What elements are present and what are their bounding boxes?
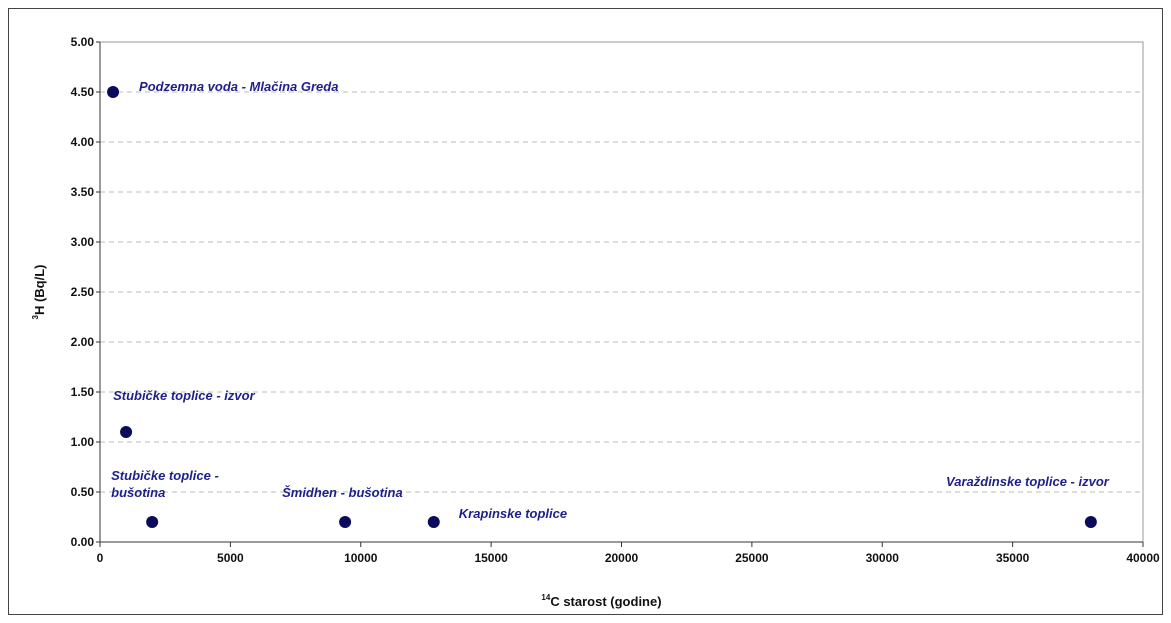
point-label-line: Šmidhen - bušotina bbox=[282, 485, 403, 500]
point-label-line: bušotina bbox=[111, 485, 165, 500]
axes bbox=[96, 41, 1144, 547]
x-axis-label-text: C starost (godine) bbox=[550, 594, 661, 609]
point-label-line: Podzemna voda - Mlačina Greda bbox=[139, 79, 338, 94]
point-label: Varaždinske toplice - izvor bbox=[946, 474, 1110, 489]
x-axis-label: 14C starost (godine) bbox=[541, 593, 661, 609]
point-label: Podzemna voda - Mlačina Greda bbox=[139, 79, 338, 94]
data-points bbox=[107, 86, 1097, 528]
data-point bbox=[120, 426, 133, 438]
point-label: Stubičke toplice - bušotina bbox=[111, 468, 219, 500]
y-tick-label: 0.50 bbox=[71, 485, 95, 499]
point-labels: Podzemna voda - Mlačina Greda Stubičke to… bbox=[111, 79, 1110, 521]
x-axis-label-superscript: 14 bbox=[541, 593, 550, 602]
point-label-line: Stubičke toplice - bbox=[111, 468, 219, 483]
x-tick-label: 40000 bbox=[1126, 551, 1160, 565]
data-point bbox=[107, 86, 120, 98]
x-tick-label: 0 bbox=[97, 551, 104, 565]
point-label-line: Krapinske toplice bbox=[459, 506, 567, 521]
point-label: Šmidhen - bušotina bbox=[282, 485, 403, 500]
y-axis-label-superscript: 3 bbox=[31, 315, 40, 320]
y-tick-label: 2.50 bbox=[71, 285, 95, 299]
chart-frame bbox=[8, 8, 1163, 615]
y-tick-label: 4.00 bbox=[71, 135, 95, 149]
x-tick-label: 5000 bbox=[217, 551, 244, 565]
y-tick-label: 5.00 bbox=[71, 35, 95, 49]
data-point bbox=[427, 516, 440, 528]
y-tick-labels: 0.00 0.50 1.00 1.50 2.00 2.50 3.00 3.50 4.00 4.50… bbox=[71, 35, 95, 549]
point-label-line: Stubičke toplice - izvor bbox=[113, 388, 256, 403]
x-tick-label: 35000 bbox=[996, 551, 1030, 565]
x-tick-label: 15000 bbox=[474, 551, 508, 565]
y-tick-label: 1.00 bbox=[71, 435, 95, 449]
point-label: Krapinske toplice bbox=[459, 506, 567, 521]
y-tick-label: 3.50 bbox=[71, 185, 95, 199]
x-tick-label: 25000 bbox=[735, 551, 769, 565]
y-tick-label: 0.00 bbox=[71, 535, 95, 549]
y-tick-label: 3.00 bbox=[71, 235, 95, 249]
data-point bbox=[1084, 516, 1097, 528]
x-tick-labels: 0 5000 10000 15000 20000 25000 30000 35000 40000 bbox=[97, 551, 1160, 565]
x-tick-label: 10000 bbox=[344, 551, 378, 565]
y-axis-label-text: H (Bq/L) bbox=[32, 265, 47, 316]
point-label: Stubičke toplice - izvor bbox=[113, 388, 256, 403]
point-label-line: Varaždinske toplice - izvor bbox=[946, 474, 1110, 489]
data-point bbox=[146, 516, 159, 528]
grid-lines bbox=[100, 41, 1143, 493]
y-axis-label: 3H (Bq/L) bbox=[31, 265, 47, 320]
y-tick-label: 2.00 bbox=[71, 335, 95, 349]
data-point bbox=[339, 516, 352, 528]
x-tick-label: 20000 bbox=[605, 551, 639, 565]
y-tick-label: 4.50 bbox=[71, 85, 95, 99]
x-tick-label: 30000 bbox=[866, 551, 900, 565]
y-tick-label: 1.50 bbox=[71, 385, 95, 399]
